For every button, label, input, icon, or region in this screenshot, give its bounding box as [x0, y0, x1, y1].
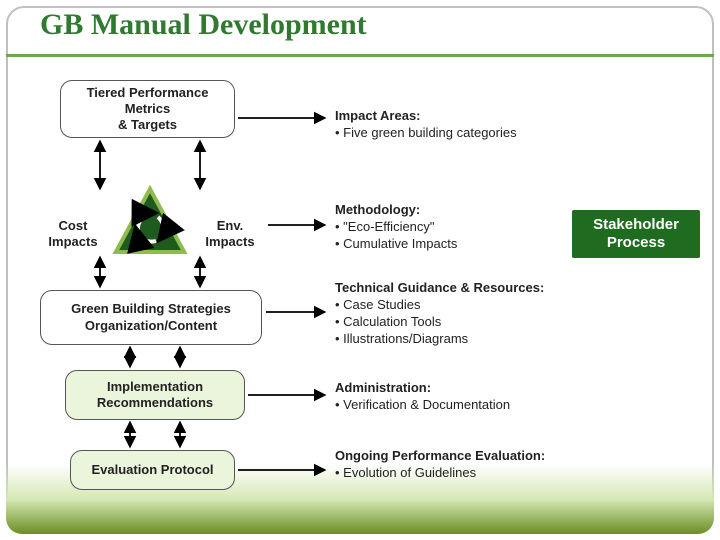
stakeholder-process-label: StakeholderProcess: [593, 216, 679, 252]
box-implementation: ImplementationRecommendations: [65, 370, 245, 420]
box-green-building-strategies: Green Building StrategiesOrganization/Co…: [40, 290, 262, 345]
page-title: GB Manual Development: [40, 8, 367, 42]
box-gbs-label: Green Building StrategiesOrganization/Co…: [71, 301, 231, 334]
right-administration: Administration:Verification & Documentat…: [335, 380, 510, 414]
label-env-impacts: Env.Impacts: [195, 218, 265, 249]
label-cost-impacts: CostImpacts: [38, 218, 108, 249]
box-eval-label: Evaluation Protocol: [91, 462, 213, 478]
right-methodology: Methodology:"Eco-Efficiency"Cumulative I…: [335, 202, 457, 253]
title-underline: [6, 54, 714, 57]
right-ongoing-evaluation: Ongoing Performance Evaluation:Evolution…: [335, 448, 545, 482]
box-tiered-metrics: Tiered PerformanceMetrics& Targets: [60, 80, 235, 138]
right-impact-areas: Impact Areas:Five green building categor…: [335, 108, 517, 142]
stakeholder-process-box: StakeholderProcess: [572, 210, 700, 258]
box-tiered-label: Tiered PerformanceMetrics& Targets: [87, 85, 209, 134]
right-technical-guidance: Technical Guidance & Resources:Case Stud…: [335, 280, 544, 348]
box-impl-label: ImplementationRecommendations: [97, 379, 213, 412]
box-evaluation-protocol: Evaluation Protocol: [70, 450, 235, 490]
